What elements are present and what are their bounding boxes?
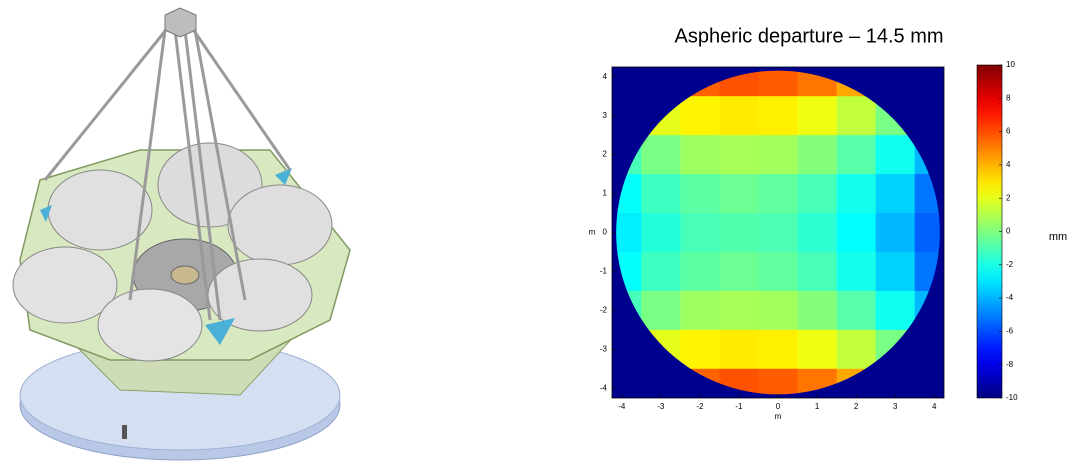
heatmap-cell [719, 291, 759, 330]
heatmap-cell [758, 213, 798, 252]
center-hole [171, 266, 199, 284]
x-tick-label: -3 [657, 402, 665, 411]
colorbar-tick-label: -10 [1006, 393, 1018, 402]
heatmap-cell [641, 291, 681, 330]
heatmap-cell [758, 291, 798, 330]
heatmap-cell [798, 96, 838, 135]
y-tick-label: 3 [603, 111, 608, 120]
heatmap-cell [719, 330, 759, 369]
heatmap-cell [758, 330, 798, 369]
x-tick-label: 3 [893, 402, 898, 411]
y-tick-label: -1 [600, 267, 608, 276]
mirror [48, 170, 152, 250]
heatmap-cell [680, 252, 720, 291]
heatmap-cell [641, 213, 681, 252]
heatmap-cell [798, 252, 838, 291]
x-tick-label: -2 [696, 402, 704, 411]
colorbar-tick-label: -8 [1006, 360, 1014, 369]
heatmap-cell [719, 135, 759, 174]
heatmap-cell [680, 213, 720, 252]
y-tick-label: 1 [603, 189, 608, 198]
colorbar-tick-label: 10 [1006, 60, 1015, 69]
heatmap-cell [837, 330, 877, 369]
heatmap-cell [719, 252, 759, 291]
colorbar-tick-label: 4 [1006, 160, 1011, 169]
heatmap-cell [758, 174, 798, 213]
colorbar-tick-label: -4 [1006, 293, 1014, 302]
colorbar-tick-label: -6 [1006, 327, 1014, 336]
x-tick-label: 0 [776, 402, 781, 411]
human-figure [122, 425, 127, 439]
heatmap-cell [798, 213, 838, 252]
chart-title: Aspheric departure – 14.5 mm [674, 25, 943, 47]
colorbar-tick-label: 0 [1006, 227, 1011, 236]
heatmap-cell [798, 330, 838, 369]
heatmap-cell [837, 96, 877, 135]
y-axis-label: m [589, 228, 596, 237]
heatmap-cell [758, 96, 798, 135]
heatmap-cell [719, 96, 759, 135]
y-tick-label: 0 [603, 228, 608, 237]
x-tick-label: -4 [618, 402, 626, 411]
heatmap-cell [837, 213, 877, 252]
heatmap-cell [798, 135, 838, 174]
x-tick-label: 2 [854, 402, 859, 411]
colorbar-label: mm [1049, 231, 1067, 243]
mirror [208, 259, 312, 331]
heatmap-cell [680, 291, 720, 330]
heatmap-cell [641, 135, 681, 174]
heatmap-cell [680, 96, 720, 135]
colorbar-tick-label: 2 [1006, 193, 1011, 202]
colorbar-tick-label: -2 [1006, 260, 1014, 269]
heatmap-cell [915, 213, 955, 252]
y-tick-label: -2 [600, 305, 608, 314]
heatmap-cell [876, 174, 916, 213]
heatmap-cell [758, 135, 798, 174]
heatmap-cell [837, 291, 877, 330]
x-axis-label: m [775, 412, 782, 421]
heatmap-cell [876, 213, 916, 252]
x-tick-label: 4 [932, 402, 937, 411]
x-tick-label: -1 [735, 402, 743, 411]
heatmap-cell [680, 135, 720, 174]
heatmap-cell [837, 174, 877, 213]
telescope-render [13, 8, 350, 460]
heatmap-cell [837, 252, 877, 291]
page: Aspheric departure – 14.5 mm mm -4-3-2-1… [0, 0, 1091, 473]
heatmap-cell [641, 252, 681, 291]
heatmap-cell [758, 252, 798, 291]
heatmap-cell [876, 291, 916, 330]
top-hub [165, 8, 196, 37]
heatmap-cell [876, 135, 916, 174]
heatmap-cell [798, 291, 838, 330]
heatmap-cell [837, 135, 877, 174]
heatmap-cell [680, 330, 720, 369]
heatmap-cell [876, 252, 916, 291]
colorbar-tick-label: 6 [1006, 127, 1011, 136]
heatmap-cell [719, 174, 759, 213]
heatmap-cell [680, 174, 720, 213]
y-tick-label: -3 [600, 344, 608, 353]
heatmap-cell [719, 213, 759, 252]
y-tick-label: -4 [600, 383, 608, 392]
heatmap-cell [758, 57, 798, 96]
mirror [98, 289, 202, 361]
heatmap-cell [798, 174, 838, 213]
x-tick-label: 1 [815, 402, 820, 411]
heatmap-cell [641, 174, 681, 213]
colorbar [977, 65, 1002, 398]
y-tick-label: 4 [603, 72, 608, 81]
heatmap-cell [602, 213, 642, 252]
mirror [228, 185, 332, 265]
y-tick-label: 2 [603, 150, 608, 159]
colorbar-tick-label: 8 [1006, 93, 1011, 102]
